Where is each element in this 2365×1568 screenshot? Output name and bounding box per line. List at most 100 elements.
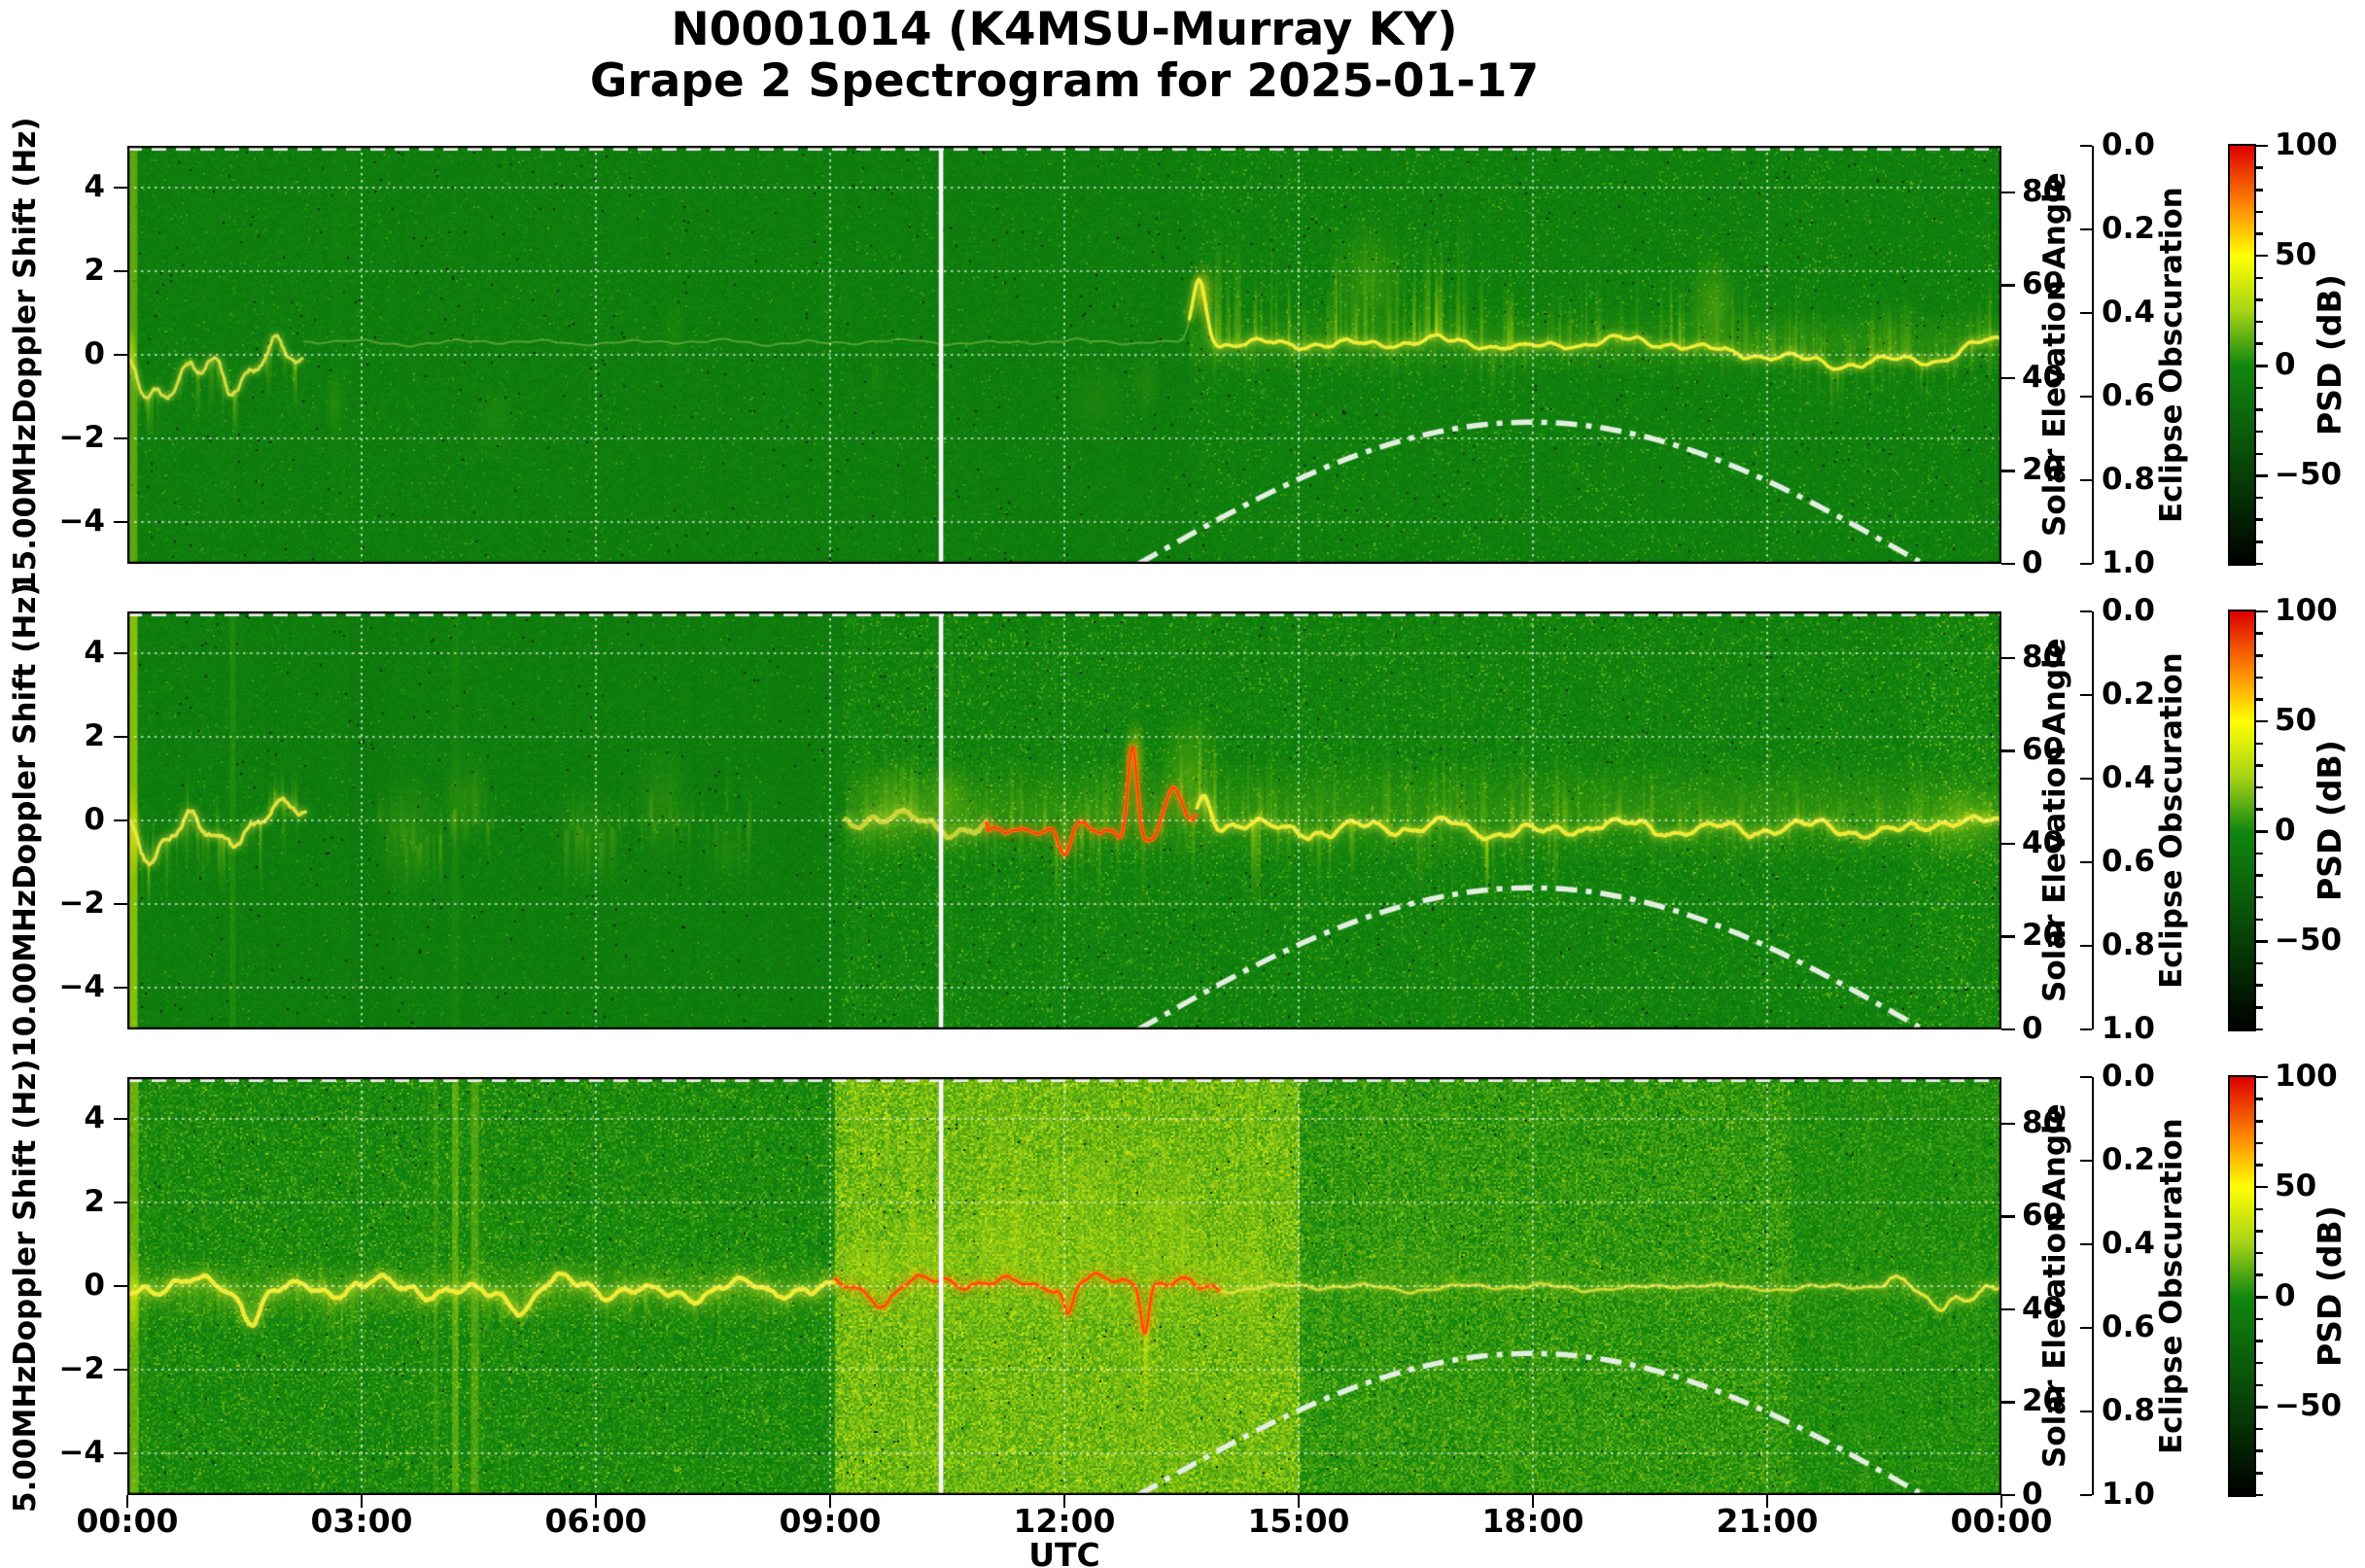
colorbar-tick-mark: [2256, 1120, 2263, 1123]
spectrogram-canvas-5mhz: [127, 1077, 2001, 1495]
x-tick-label: 21:00: [1716, 1502, 1819, 1540]
eclipse-tick-label: 0.4: [2102, 1226, 2155, 1261]
colorbar-tick-mark: [2256, 562, 2263, 566]
colorbar-tick-mark: [2256, 540, 2263, 543]
solar-tick-label: 0: [2022, 1011, 2043, 1046]
eclipse-obscuration-axis-label: Eclipse Obscuration: [2154, 1118, 2189, 1454]
doppler-tick-mark: [114, 1284, 127, 1288]
doppler-tick-mark: [114, 735, 127, 739]
colorbar-tick-label: 100: [2275, 1059, 2338, 1094]
doppler-tick-mark: [114, 819, 127, 822]
eclipse-tick-label: 0.8: [2102, 462, 2155, 497]
doppler-tick-mark: [114, 1451, 127, 1455]
solar-tick-mark: [2001, 562, 2015, 566]
colorbar-tick-mark: [2256, 166, 2263, 169]
doppler-tick-mark: [114, 986, 127, 990]
colorbar-tick-mark: [2256, 1028, 2263, 1031]
colorbar-tick-mark: [2256, 474, 2268, 477]
colorbar-tick-mark: [2256, 654, 2263, 657]
doppler-tick-mark: [114, 651, 127, 655]
doppler-tick-label: 0: [84, 336, 105, 371]
eclipse-obscuration-axis-label: Eclipse Obscuration: [2154, 652, 2189, 989]
doppler-tick-label: 2: [84, 718, 105, 753]
colorbar-tick-mark: [2256, 365, 2268, 367]
colorbar-tick-mark: [2256, 1098, 2263, 1100]
colorbar-tick-mark: [2256, 189, 2263, 192]
colorbar-tick-mark: [2256, 1251, 2263, 1255]
x-tick-mark: [1765, 1495, 1769, 1508]
eclipse-tick-mark: [2080, 1493, 2092, 1497]
colorbar-tick-mark: [2256, 342, 2263, 345]
figure-title-line1: N0001014 (K4MSU-Murray KY): [671, 3, 1458, 56]
colorbar-tick-mark: [2256, 1449, 2263, 1452]
solar-tick-label: 40: [2022, 824, 2065, 860]
psd-colorbar: [2228, 144, 2256, 566]
colorbar-tick-label: 100: [2275, 127, 2338, 162]
solar-tick-mark: [2001, 1028, 2015, 1031]
colorbar-tick-label: 100: [2275, 593, 2338, 628]
colorbar-tick-mark: [2256, 430, 2263, 434]
doppler-tick-mark: [114, 1368, 127, 1372]
panel-10mhz: 10.00MHz Doppler Shift (Hz) Solar Elevat…: [0, 583, 2365, 1059]
colorbar-tick-label: 50: [2275, 703, 2317, 739]
eclipse-tick-label: 0.6: [2102, 378, 2155, 413]
solar-tick-mark: [2001, 470, 2015, 472]
colorbar-tick-mark: [2256, 386, 2263, 390]
doppler-tick-label: −4: [58, 1435, 105, 1470]
eclipse-tick-label: 1.0: [2102, 545, 2155, 580]
colorbar-tick-mark: [2256, 320, 2263, 324]
doppler-tick-label: −2: [58, 1351, 105, 1386]
colorbar-tick-mark: [2256, 1296, 2268, 1299]
colorbar-tick-mark: [2256, 1164, 2263, 1167]
eclipse-tick-mark: [2080, 944, 2092, 948]
eclipse-tick-label: 0.2: [2102, 211, 2155, 246]
colorbar-tick-mark: [2256, 632, 2263, 635]
colorbar-tick-mark: [2256, 984, 2263, 987]
x-axis-title: UTC: [1028, 1536, 1100, 1568]
colorbar-tick-mark: [2256, 1340, 2263, 1342]
colorbar-tick-mark: [2256, 719, 2268, 723]
eclipse-tick-mark: [2080, 1028, 2092, 1031]
eclipse-tick-label: 0.8: [2102, 1393, 2155, 1428]
eclipse-tick-mark: [2080, 144, 2092, 148]
x-tick-label: 06:00: [544, 1502, 647, 1540]
colorbar-tick-mark: [2256, 610, 2268, 613]
psd-colorbar: [2228, 1075, 2256, 1497]
eclipse-tick-mark: [2080, 693, 2092, 697]
eclipse-tick-mark: [2080, 478, 2092, 482]
colorbar-tick-mark: [2256, 874, 2263, 877]
colorbar-tick-mark: [2256, 144, 2268, 148]
eclipse-tick-label: 0.2: [2102, 1142, 2155, 1177]
colorbar-tick-mark: [2256, 895, 2263, 899]
eclipse-tick-label: 0.2: [2102, 677, 2155, 712]
colorbar-tick-mark: [2256, 408, 2263, 411]
solar-tick-mark: [2001, 1401, 2015, 1404]
colorbar-tick-mark: [2256, 298, 2263, 301]
colorbar-tick-label: 0: [2275, 1278, 2296, 1314]
eclipse-axis-spine: [2092, 1077, 2094, 1495]
doppler-tick-mark: [114, 1201, 127, 1204]
colorbar-tick-mark: [2256, 1006, 2263, 1009]
doppler-tick-mark: [114, 353, 127, 357]
colorbar-tick-mark: [2256, 452, 2263, 456]
solar-tick-label: 60: [2022, 266, 2065, 302]
colorbar-tick-mark: [2256, 1472, 2263, 1475]
colorbar-tick-mark: [2256, 232, 2263, 235]
figure-title-line2: Grape 2 Spectrogram for 2025-01-17: [589, 54, 1540, 108]
doppler-tick-label: −2: [58, 886, 105, 921]
eclipse-tick-label: 0.6: [2102, 844, 2155, 879]
solar-tick-mark: [2001, 656, 2015, 660]
eclipse-tick-label: 0.0: [2102, 1059, 2155, 1094]
doppler-tick-mark: [114, 902, 127, 906]
solar-tick-label: 40: [2022, 1290, 2065, 1326]
eclipse-tick-mark: [2080, 562, 2092, 566]
solar-tick-label: 20: [2022, 918, 2065, 954]
eclipse-tick-mark: [2080, 860, 2092, 864]
eclipse-tick-mark: [2080, 1242, 2092, 1246]
spectrogram-canvas-10mhz: [127, 611, 2001, 1029]
colorbar-tick-mark: [2256, 1185, 2268, 1189]
doppler-tick-mark: [114, 269, 127, 273]
eclipse-tick-mark: [2080, 777, 2092, 781]
colorbar-tick-mark: [2256, 210, 2263, 214]
